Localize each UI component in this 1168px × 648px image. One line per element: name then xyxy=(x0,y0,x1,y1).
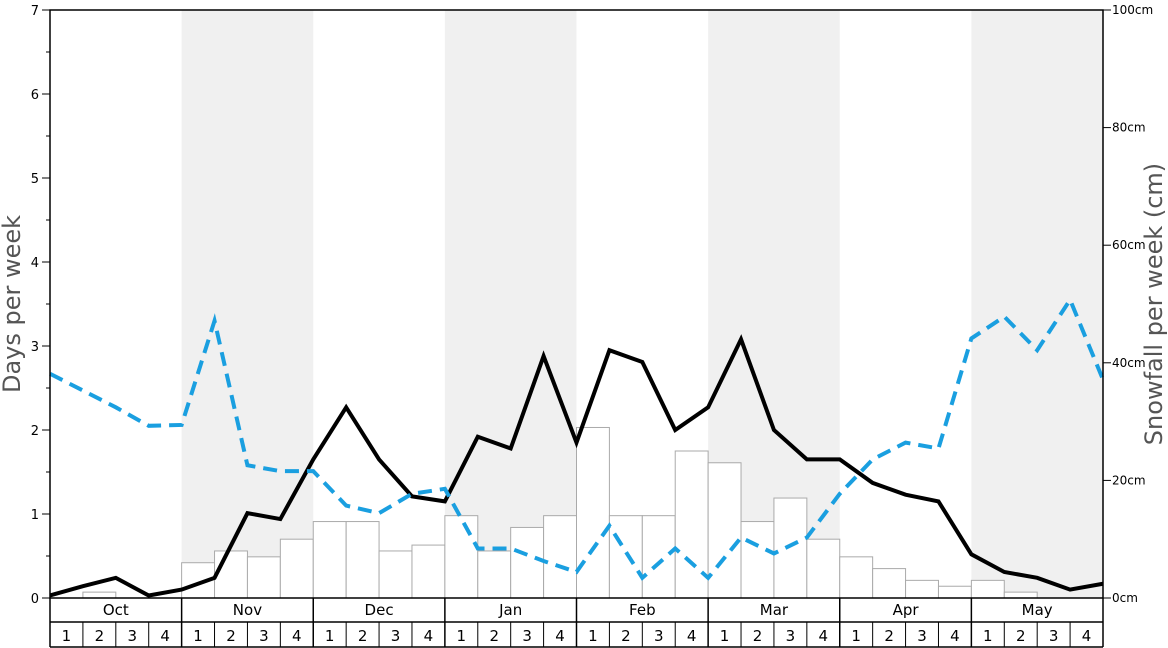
week-label: 3 xyxy=(259,627,269,645)
snowfall-bar xyxy=(279,538,314,599)
week-label: 1 xyxy=(325,627,335,645)
snowfall-bar xyxy=(312,521,347,599)
month-label: May xyxy=(1022,601,1053,619)
snowfall-bar xyxy=(608,515,643,599)
week-label: 1 xyxy=(588,627,598,645)
y-tick-label: 0 xyxy=(31,592,39,607)
week-label: 3 xyxy=(1049,627,1059,645)
week-label: 4 xyxy=(555,627,565,645)
snowfall-bar xyxy=(214,550,248,599)
month-shade-nov xyxy=(181,10,314,598)
month-shade-may xyxy=(971,10,1103,598)
week-label: 2 xyxy=(95,627,105,645)
solid-series-line xyxy=(49,334,1104,598)
axes xyxy=(42,9,1111,648)
snowfall-bar xyxy=(246,556,281,599)
week-label: 3 xyxy=(786,627,796,645)
week-label: 2 xyxy=(358,627,368,645)
week-label: 1 xyxy=(983,627,993,645)
y2-tick-label: 0cm xyxy=(1112,591,1138,605)
week-label: 4 xyxy=(1082,627,1092,645)
month-label: Mar xyxy=(760,601,789,619)
month-label: Jan xyxy=(498,601,522,619)
y2-tick-label: 20cm xyxy=(1112,473,1146,487)
snowfall-bar xyxy=(576,426,610,599)
y-tick-label: 7 xyxy=(31,4,39,19)
y-axis-title: Days per week xyxy=(0,215,26,393)
snowfall-bar xyxy=(543,515,577,599)
snowfall-bars xyxy=(82,426,1038,599)
y2-tick-label: 40cm xyxy=(1112,356,1146,370)
week-label: 3 xyxy=(391,627,401,645)
week-label: 3 xyxy=(654,627,664,645)
week-label: 4 xyxy=(292,627,302,645)
y-tick-label: 3 xyxy=(31,340,39,355)
month-label: Oct xyxy=(103,601,129,619)
snowfall-bar xyxy=(510,526,545,599)
snowfall-bar xyxy=(740,521,775,599)
y2-axis-title: Snowfall per week (cm) xyxy=(1140,163,1168,445)
week-label: 4 xyxy=(950,627,960,645)
y-tick-label: 6 xyxy=(31,88,39,103)
snowfall-bar xyxy=(773,497,808,599)
snowfall-bar xyxy=(345,521,380,599)
month-label: Nov xyxy=(233,601,262,619)
snowfall-bar xyxy=(1003,591,1038,599)
week-label: 1 xyxy=(193,627,203,645)
snowfall-bar xyxy=(937,585,972,599)
snowfall-bar xyxy=(411,544,446,599)
week-label: 2 xyxy=(489,627,499,645)
snowfall-bar xyxy=(970,579,1005,599)
snowfall-bar xyxy=(444,515,479,599)
y-tick-label: 1 xyxy=(31,508,39,523)
snowfall-bar xyxy=(905,579,939,599)
week-label: 4 xyxy=(160,627,170,645)
week-label: 2 xyxy=(226,627,236,645)
y2-tick-label: 60cm xyxy=(1112,238,1146,252)
week-label: 1 xyxy=(62,627,72,645)
snowfall-bar xyxy=(641,515,676,599)
y-tick-label: 5 xyxy=(31,172,39,187)
snowfall-bar xyxy=(378,550,413,599)
month-shade-jan xyxy=(444,10,577,598)
snowfall-bar xyxy=(872,568,907,599)
snowfall-bar xyxy=(839,556,874,599)
week-label: 1 xyxy=(851,627,861,645)
week-label: 2 xyxy=(1016,627,1026,645)
week-label: 2 xyxy=(884,627,894,645)
snowfall-bar xyxy=(477,550,512,599)
week-label: 4 xyxy=(687,627,697,645)
week-label: 4 xyxy=(819,627,829,645)
y-tick-label: 4 xyxy=(31,256,39,271)
snowfall-bar xyxy=(707,462,742,599)
y2-tick-label: 80cm xyxy=(1112,121,1146,135)
week-label: 2 xyxy=(621,627,631,645)
snowfall-bar xyxy=(806,538,841,599)
month-label: Feb xyxy=(629,601,656,619)
week-label: 1 xyxy=(720,627,730,645)
dashed-series-line xyxy=(49,295,1105,581)
axis-labels: 0 1 2 3 4 5 6 7 0cm 20cm 40cm 60cm 80cm 100cm Oct 1 2 3 4 N… xyxy=(31,3,1153,645)
snowfall-bar xyxy=(82,591,117,599)
month-shading xyxy=(181,10,1103,598)
week-label: 2 xyxy=(753,627,763,645)
week-label: 3 xyxy=(522,627,532,645)
week-label: 4 xyxy=(424,627,434,645)
month-label: Apr xyxy=(893,601,920,619)
y2-tick-label: 100cm xyxy=(1112,3,1153,17)
week-label: 3 xyxy=(127,627,137,645)
y-tick-label: 2 xyxy=(31,424,39,439)
week-label: 1 xyxy=(457,627,467,645)
day-lines xyxy=(49,295,1105,598)
month-label: Dec xyxy=(365,601,394,619)
week-label: 3 xyxy=(917,627,927,645)
